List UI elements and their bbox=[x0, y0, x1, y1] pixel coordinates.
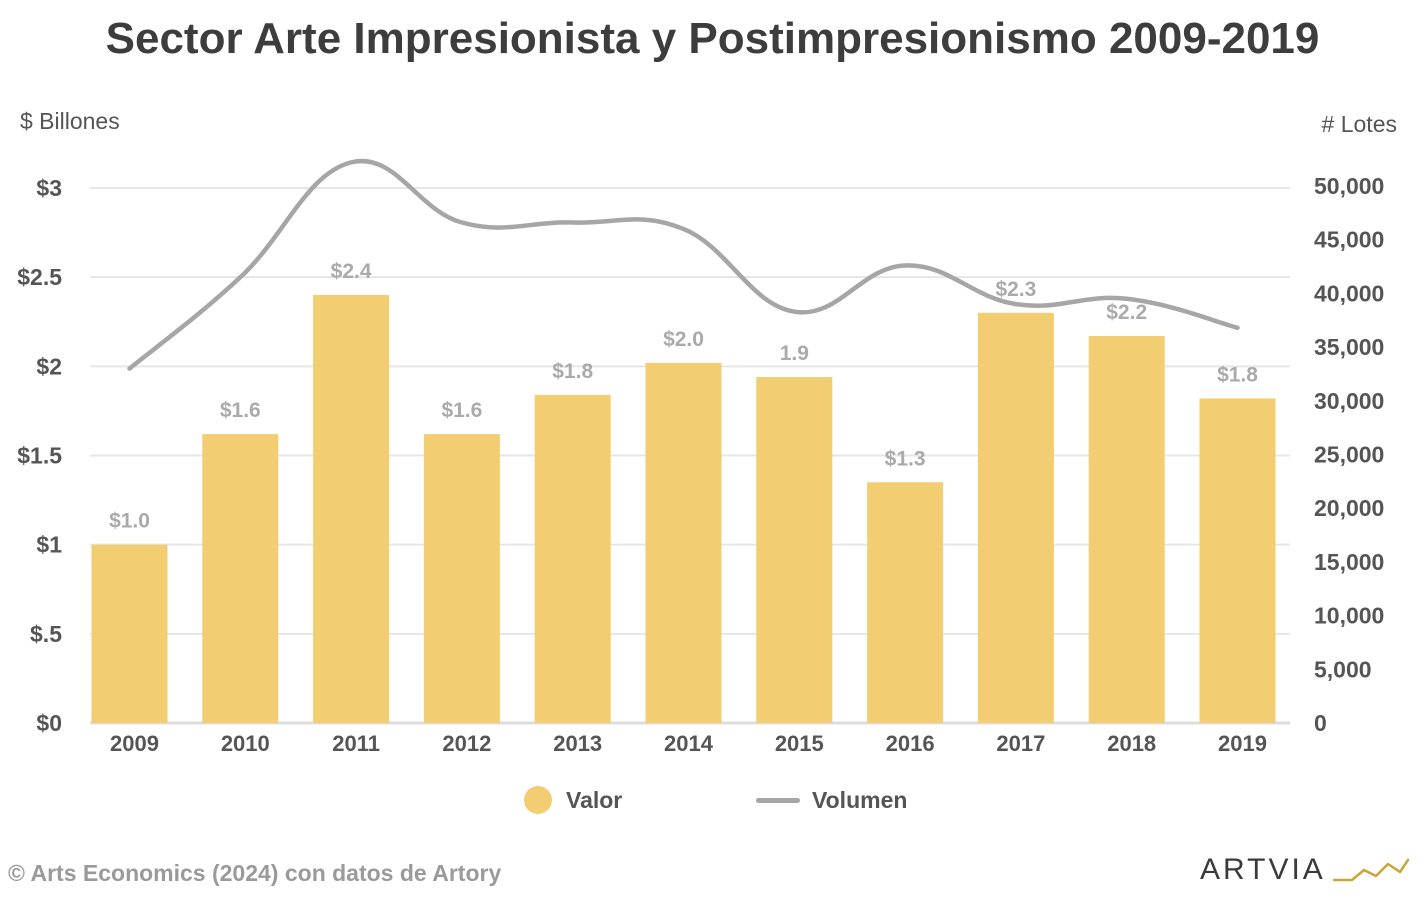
artvia-logo: ARTVIA bbox=[1200, 850, 1410, 890]
y-right-tick-label: 25,000 bbox=[1314, 442, 1384, 468]
left-axis-label: $ Billones bbox=[20, 108, 120, 134]
legend-item-volumen: Volumen bbox=[756, 782, 907, 818]
y-right-tick-label: 15,000 bbox=[1314, 549, 1384, 575]
legend-swatch-volumen bbox=[756, 797, 800, 803]
bar-valor bbox=[91, 544, 168, 723]
x-tick-label: 2012 bbox=[442, 731, 491, 756]
bar-value-label: $2.0 bbox=[663, 328, 704, 351]
y-left-tick-label: $1.5 bbox=[17, 443, 62, 469]
y-left-tick-label: $2.5 bbox=[17, 264, 62, 290]
x-tick-label: 2019 bbox=[1218, 731, 1267, 756]
line-layer bbox=[127, 158, 1240, 371]
y-right-tick-label: 20,000 bbox=[1314, 495, 1384, 521]
y-left-tick-label: $0 bbox=[36, 710, 62, 736]
bar-valor bbox=[534, 394, 611, 723]
legend: Valor Volumen bbox=[0, 782, 1425, 822]
x-tick-label: 2010 bbox=[221, 731, 270, 756]
logo-text: ARTVIA bbox=[1200, 853, 1326, 886]
legend-label-volumen: Volumen bbox=[812, 786, 908, 813]
bar-valor bbox=[313, 295, 390, 723]
bar-valor bbox=[1199, 398, 1276, 723]
logo-zigzag-icon bbox=[1332, 858, 1410, 882]
y-right-tick-label: 50,000 bbox=[1314, 173, 1384, 199]
bar-value-label: $2.4 bbox=[331, 260, 372, 283]
y-left-tick-label: $1 bbox=[36, 532, 62, 558]
x-tick-label: 2018 bbox=[1107, 731, 1156, 756]
bar-valor bbox=[977, 312, 1054, 723]
bar-value-label: $1.6 bbox=[220, 399, 261, 422]
legend-label-valor: Valor bbox=[566, 786, 623, 813]
legend-item-valor: Valor bbox=[524, 782, 622, 818]
bar-value-label: $1.8 bbox=[1217, 363, 1258, 386]
label-layer: $1.0 $1.6 $2.4 $1.6 $1.8 $2.0 1.9 $1.3 $2.3 $2.2 $… bbox=[109, 260, 1258, 533]
x-tick-label: 2011 bbox=[332, 731, 380, 756]
bar-value-label: 1.9 bbox=[780, 342, 809, 365]
x-tick-label: 2013 bbox=[553, 731, 602, 756]
line-volumen bbox=[127, 158, 1240, 371]
x-tick-label: 2016 bbox=[886, 731, 935, 756]
y-right-tick-label: 0 bbox=[1314, 710, 1327, 736]
bar-valor bbox=[645, 362, 722, 723]
bar-value-label: $1.3 bbox=[885, 447, 926, 470]
y-right-tick-label: 45,000 bbox=[1314, 227, 1384, 253]
chart-title: Sector Arte Impresionista y Postimpresio… bbox=[105, 14, 1320, 63]
y-left-tick-label: $3 bbox=[36, 175, 62, 201]
bar-valor bbox=[756, 377, 833, 723]
right-axis-label: # Lotes bbox=[1321, 111, 1397, 137]
bar-value-label: $1.8 bbox=[552, 360, 593, 383]
y-right-tick-label: 30,000 bbox=[1314, 388, 1384, 414]
x-tick-label: 2009 bbox=[110, 731, 159, 756]
bar-valor bbox=[202, 434, 279, 723]
y-right-tick-label: 10,000 bbox=[1314, 603, 1384, 629]
bar-value-label: $2.2 bbox=[1106, 301, 1147, 324]
x-tick-label: 2017 bbox=[996, 731, 1045, 756]
bar-valor bbox=[867, 482, 944, 723]
source-credit: © Arts Economics (2024) con datos de Art… bbox=[8, 860, 502, 886]
bar-valor bbox=[1088, 336, 1165, 723]
y-right-tick-label: 5,000 bbox=[1314, 656, 1372, 682]
y-right-tick-label: 35,000 bbox=[1314, 334, 1384, 360]
legend-swatch-valor bbox=[524, 786, 552, 814]
axis-layer: $0 $.5 $1 $1.5 $2 $2.5 $3 0 5,000 10,000 15,000 20,… bbox=[17, 173, 1384, 756]
bar-value-label: $1.6 bbox=[441, 399, 482, 422]
x-tick-label: 2014 bbox=[664, 731, 714, 756]
x-tick-label: 2015 bbox=[775, 731, 824, 756]
y-left-tick-label: $2 bbox=[36, 353, 62, 379]
bar-valor bbox=[423, 434, 500, 723]
bar-layer bbox=[91, 295, 1276, 723]
bar-value-label: $2.3 bbox=[995, 278, 1036, 301]
y-right-tick-label: 40,000 bbox=[1314, 280, 1384, 306]
y-left-tick-label: $.5 bbox=[30, 621, 62, 647]
bar-value-label: $1.0 bbox=[109, 510, 150, 533]
